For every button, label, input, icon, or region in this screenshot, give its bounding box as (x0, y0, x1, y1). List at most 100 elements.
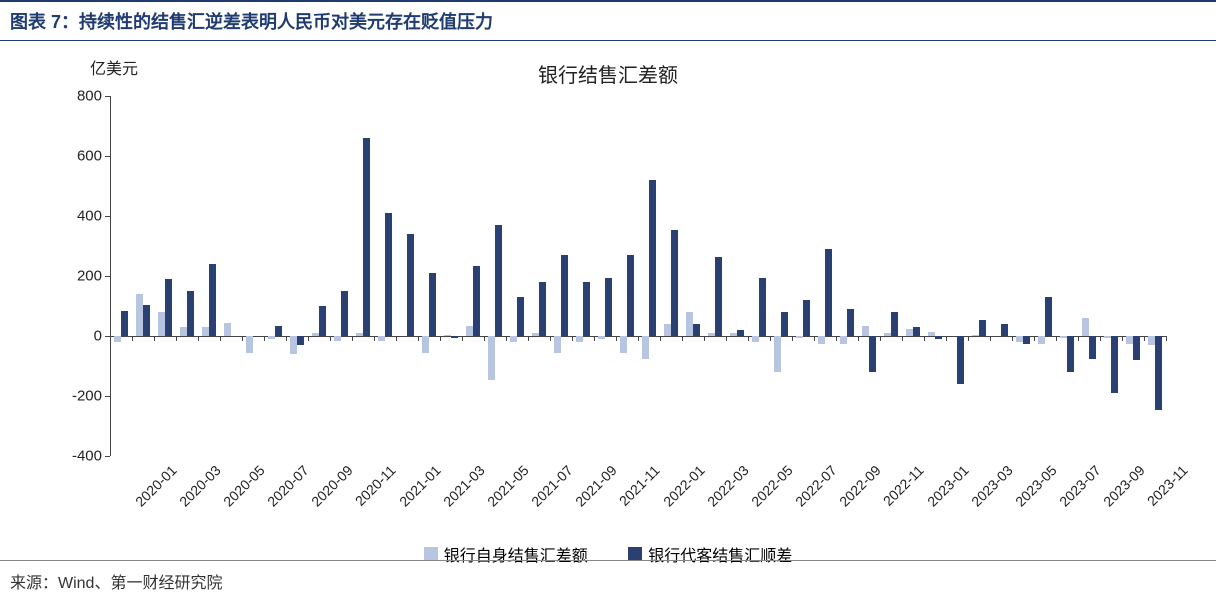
legend-swatch-series2 (628, 547, 642, 561)
x-tick-mark (880, 336, 881, 341)
bar-series2 (847, 309, 854, 336)
bar-series2 (1001, 324, 1008, 336)
x-tick-mark (176, 336, 177, 341)
x-tick-label: 2022-05 (748, 462, 796, 510)
plot: -400-2000200400600800 (110, 96, 1166, 456)
figure-header: 图表 7：持续性的结售汇逆差表明人民币对美元存在贬值压力 (0, 0, 1216, 41)
x-tick-mark (396, 336, 397, 341)
legend-swatch-series1 (424, 547, 438, 561)
x-tick-mark (198, 336, 199, 341)
bar-series2 (539, 282, 546, 336)
bar-series1 (488, 336, 495, 380)
y-tick-label: 200 (77, 268, 102, 285)
bar-series2 (363, 138, 370, 336)
bar-series1 (664, 324, 671, 336)
x-tick-label: 2022-11 (880, 462, 927, 509)
bar-series2 (517, 297, 524, 336)
bars-container (110, 96, 1166, 456)
bar-series2 (1023, 336, 1030, 344)
y-tick-label: 800 (77, 88, 102, 105)
bar-series2 (1067, 336, 1074, 372)
x-tick-label: 2021-07 (528, 462, 576, 510)
x-tick-label: 2023-03 (968, 462, 1016, 510)
bar-series1 (246, 336, 253, 353)
bar-series1 (642, 336, 649, 359)
y-tick-label: 0 (94, 328, 102, 345)
x-tick-mark (330, 336, 331, 341)
bar-series1 (554, 336, 561, 353)
bar-series2 (913, 327, 920, 336)
bar-series2 (429, 273, 436, 336)
x-tick-label: 2021-05 (484, 462, 532, 510)
x-tick-mark (352, 336, 353, 341)
plot-wrap: -400-2000200400600800 (110, 96, 1166, 456)
bar-series1 (840, 336, 847, 344)
x-tick-mark (638, 336, 639, 341)
bar-series1 (972, 335, 979, 337)
bar-series2 (121, 311, 128, 337)
x-tick-mark (1100, 336, 1101, 341)
bar-series2 (825, 249, 832, 336)
bar-series2 (671, 230, 678, 337)
bar-series1 (1038, 336, 1045, 344)
x-tick-mark (528, 336, 529, 341)
x-tick-mark (132, 336, 133, 341)
bar-series2 (803, 300, 810, 336)
bar-series2 (935, 336, 942, 339)
x-tick-label: 2020-07 (264, 462, 312, 510)
x-tick-label: 2020-01 (132, 462, 180, 510)
bar-series2 (561, 255, 568, 336)
bar-series1 (906, 329, 913, 337)
bar-series1 (620, 336, 627, 353)
bar-series1 (730, 333, 737, 336)
x-tick-mark (242, 336, 243, 341)
bar-series1 (114, 336, 121, 342)
x-tick-mark (704, 336, 705, 341)
x-tick-label: 2021-03 (440, 462, 488, 510)
x-tick-mark (506, 336, 507, 341)
x-tick-mark (792, 336, 793, 341)
x-axis-labels: 2020-012020-032020-052020-072020-092020-… (110, 456, 1166, 536)
bar-series1 (1104, 336, 1111, 338)
x-tick-mark (814, 336, 815, 341)
source-line: 来源：Wind、第一财经研究院 (0, 560, 1216, 601)
bar-series1 (422, 336, 429, 353)
bar-series2 (759, 278, 766, 337)
x-tick-mark (990, 336, 991, 341)
x-tick-mark (286, 336, 287, 341)
x-tick-mark (858, 336, 859, 341)
bar-series2 (473, 266, 480, 337)
bar-series1 (224, 323, 231, 337)
bar-series2 (583, 282, 590, 336)
x-tick-mark (1078, 336, 1079, 341)
bar-series1 (1148, 336, 1155, 345)
bar-series1 (466, 326, 473, 337)
bar-series1 (532, 333, 539, 336)
bar-series2 (385, 213, 392, 336)
bar-series2 (1155, 336, 1162, 410)
bar-series1 (356, 333, 363, 336)
bar-series2 (979, 320, 986, 337)
y-tick-label: -200 (72, 388, 102, 405)
bar-series2 (1133, 336, 1140, 360)
bar-series2 (451, 336, 458, 338)
bar-series2 (737, 330, 744, 336)
source-text: 来源：Wind、第一财经研究院 (10, 575, 222, 592)
bar-series1 (1126, 336, 1133, 344)
x-tick-label: 2021-01 (396, 462, 444, 510)
x-tick-mark (946, 336, 947, 341)
x-tick-mark (616, 336, 617, 341)
x-tick-label: 2021-09 (572, 462, 620, 510)
bar-series2 (781, 312, 788, 336)
x-tick-mark (660, 336, 661, 341)
x-tick-mark (550, 336, 551, 341)
x-tick-mark (726, 336, 727, 341)
bar-series2 (187, 291, 194, 336)
x-tick-mark (594, 336, 595, 341)
x-tick-mark (572, 336, 573, 341)
x-tick-mark (902, 336, 903, 341)
x-tick-label: 2023-01 (924, 462, 972, 510)
x-tick-mark (748, 336, 749, 341)
bar-series2 (627, 255, 634, 336)
bar-series1 (862, 326, 869, 337)
